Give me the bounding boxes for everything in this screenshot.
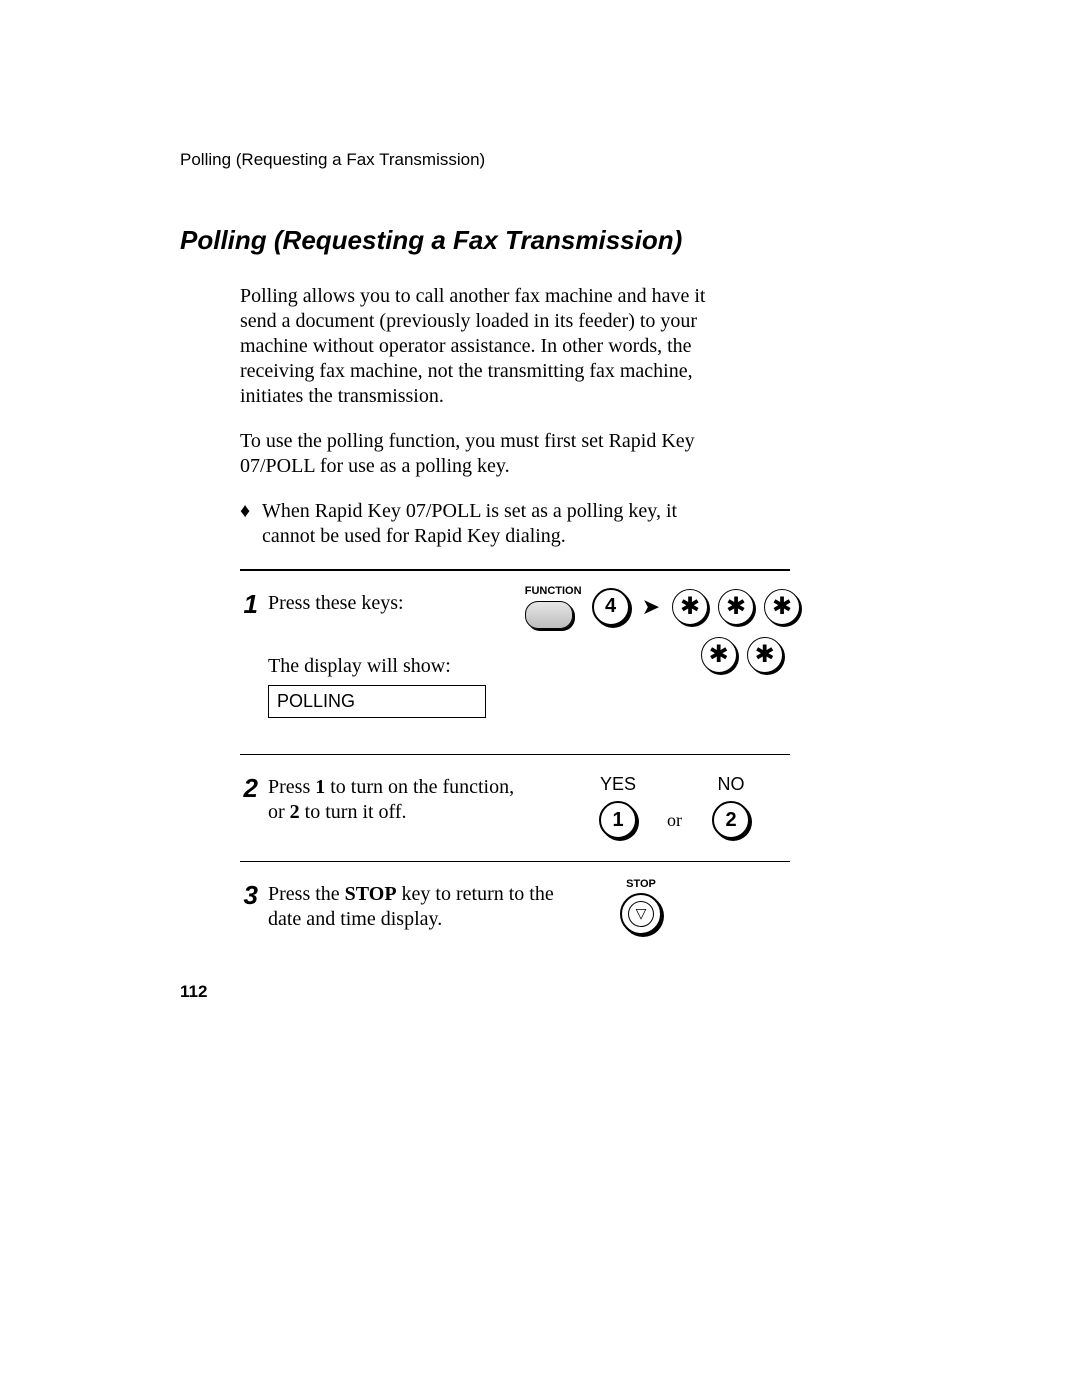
- step1-keys-graphic: FUNCTION 4 ➤ ✱ ✱ ✱ ✱ ✱: [525, 585, 800, 673]
- step-3: 3 Press the STOP key to return to the da…: [240, 862, 790, 952]
- step-1: 1 Press these keys: The display will sho…: [240, 571, 790, 754]
- yes-label: YES: [599, 773, 637, 796]
- step-number: 1: [228, 588, 258, 621]
- key-1-icon: 1: [599, 801, 637, 839]
- step-number: 3: [228, 879, 258, 912]
- stop-key-inner-icon: ▽: [628, 901, 654, 927]
- stop-key-label: STOP: [620, 878, 662, 892]
- arrow-right-icon: ➤: [642, 593, 660, 621]
- no-label: NO: [712, 773, 750, 796]
- running-header: Polling (Requesting a Fax Transmission): [180, 150, 900, 170]
- bullet-text: When Rapid Key 07/POLL is set as a polli…: [262, 499, 730, 549]
- star-key-icon: ✱: [764, 589, 800, 625]
- step3-text: Press the STOP key to return to the date…: [268, 882, 558, 932]
- step2-keys-graphic: YES 1 or NO 2: [599, 773, 750, 840]
- bullet-diamond-icon: ♦: [240, 499, 262, 549]
- step3-stop-graphic: STOP ▽: [620, 878, 662, 936]
- page-number: 112: [180, 982, 207, 1002]
- key-4-icon: 4: [592, 588, 630, 626]
- stop-key-icon: ▽: [620, 893, 662, 935]
- bullet-note: ♦ When Rapid Key 07/POLL is set as a pol…: [240, 499, 730, 549]
- intro-paragraph-1: Polling allows you to call another fax m…: [240, 284, 730, 409]
- star-key-icon: ✱: [718, 589, 754, 625]
- step-number: 2: [228, 772, 258, 805]
- step-2: 2 Press 1 to turn on the function, or 2 …: [240, 755, 790, 861]
- lcd-display: POLLING: [268, 685, 486, 718]
- section-title: Polling (Requesting a Fax Transmission): [180, 225, 900, 256]
- function-key-label: FUNCTION: [525, 585, 582, 599]
- function-key-icon: [525, 601, 573, 629]
- key-2-icon: 2: [712, 801, 750, 839]
- star-key-icon: ✱: [701, 637, 737, 673]
- star-key-icon: ✱: [747, 637, 783, 673]
- star-key-icon: ✱: [672, 589, 708, 625]
- intro-paragraph-2: To use the polling function, you must fi…: [240, 429, 730, 479]
- step2-text: Press 1 to turn on the function, or 2 to…: [268, 775, 528, 825]
- or-text: or: [667, 809, 682, 840]
